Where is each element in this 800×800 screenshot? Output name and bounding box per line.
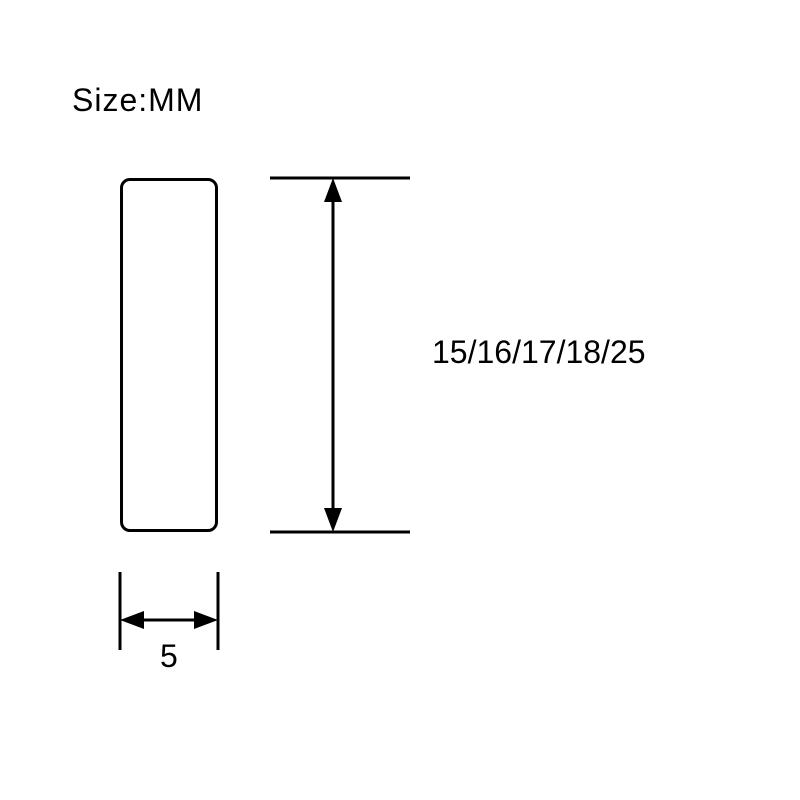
- width-dimension-label: 5: [160, 638, 178, 675]
- diagram-canvas: Size:MM 15/16/17/18/25 5: [0, 0, 800, 800]
- width-dimension: [0, 0, 800, 800]
